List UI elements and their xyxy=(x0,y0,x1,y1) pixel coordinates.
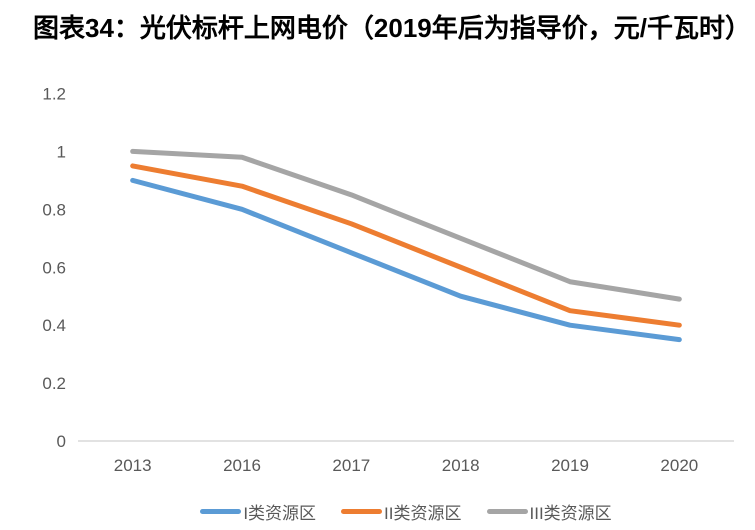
legend-line-swatch xyxy=(341,509,383,514)
legend-line-swatch xyxy=(486,509,528,514)
legend-label: II类资源区 xyxy=(384,504,462,523)
y-axis-tick-label: 0.6 xyxy=(42,258,66,277)
legend-item: I类资源区 xyxy=(200,499,316,524)
line-series-I类资源区 xyxy=(130,177,682,343)
x-axis-tick-label: 2017 xyxy=(332,456,370,475)
y-axis-tick-label: 1.2 xyxy=(42,85,66,104)
line-series-II类资源区 xyxy=(130,163,682,328)
line-series-III类资源区 xyxy=(130,148,682,302)
legend-line-swatch xyxy=(200,509,242,514)
x-axis-tick-label: 2018 xyxy=(442,456,480,475)
x-axis-tick-label: 2019 xyxy=(551,456,589,475)
legend-label: III类资源区 xyxy=(529,504,612,523)
x-axis-tick-label: 2020 xyxy=(660,456,698,475)
x-axis-tick-label: 2016 xyxy=(223,456,261,475)
y-axis-tick-label: 0.2 xyxy=(42,374,66,393)
legend-item: III类资源区 xyxy=(486,499,612,524)
y-axis-tick-label: 0 xyxy=(57,432,66,451)
x-axis-tick-label: 2013 xyxy=(114,456,152,475)
y-axis-tick-label: 0.4 xyxy=(42,316,66,335)
legend-item: II类资源区 xyxy=(341,499,462,524)
legend-label: I类资源区 xyxy=(243,504,317,523)
chart-title: 图表34：光伏标杆上网电价（2019年后为指导价，元/千瓦时） xyxy=(33,13,751,43)
y-axis-tick-label: 1 xyxy=(57,142,66,161)
y-axis-tick-label: 0.8 xyxy=(42,200,66,219)
chart-legend: I类资源区 II类资源区 III类资源区 xyxy=(78,499,734,524)
